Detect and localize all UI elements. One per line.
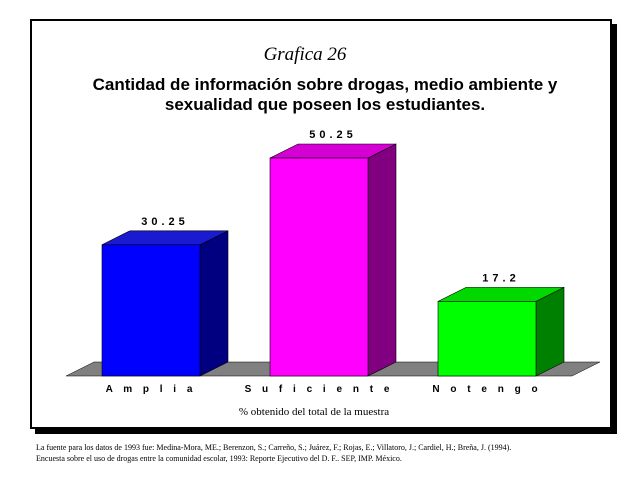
bar-2 — [437, 301, 537, 377]
bar-0 — [101, 244, 201, 377]
chart-subtitle: Grafica 26 — [264, 44, 347, 65]
chart-title-line-2: sexualidad que poseen los estudiantes. — [165, 95, 485, 114]
x-tick-label-2: N o t e n g o — [432, 384, 541, 395]
source-note-line-1: La fuente para los datos de 1993 fue: Me… — [36, 443, 512, 452]
bar-chart: Grafica 26 Cantidad de información sobre… — [65, 44, 601, 418]
data-label-2: 17.2 — [482, 272, 519, 284]
bar-side-2 — [535, 286, 565, 377]
source-note: La fuente para los datos de 1993 fue: Me… — [36, 442, 626, 464]
source-note-line-2: Encuesta sobre el uso de drogas entre la… — [36, 454, 402, 463]
x-axis-label: % obtenido del total de la muestra — [239, 406, 389, 418]
bar-1 — [269, 157, 369, 377]
data-label-0: 30.25 — [141, 216, 189, 228]
x-tick-label-0: A m p l i a — [106, 384, 197, 395]
x-tick-label-1: S u f i c i e n t e — [245, 384, 394, 395]
bar-side-1 — [367, 143, 397, 377]
chart-title-line-1: Cantidad de información sobre drogas, me… — [93, 75, 558, 94]
data-label-1: 50.25 — [309, 129, 357, 141]
bar-side-0 — [199, 230, 229, 377]
